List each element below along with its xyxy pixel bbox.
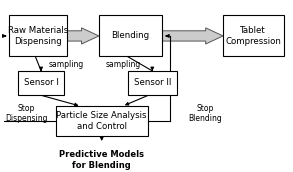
Text: Sensor I: Sensor I [24,78,59,87]
FancyBboxPatch shape [18,71,64,95]
Polygon shape [67,28,99,44]
Text: Stop
Dispensing: Stop Dispensing [5,104,47,123]
Text: Raw Materials
Dispensing: Raw Materials Dispensing [8,26,68,46]
Text: Particle Size Analysis
and Control: Particle Size Analysis and Control [57,111,147,131]
Text: Blending: Blending [112,31,150,40]
Text: sampling: sampling [48,60,84,69]
Text: Sensor II: Sensor II [134,78,171,87]
Text: sampling: sampling [106,60,141,69]
FancyBboxPatch shape [56,106,148,136]
Text: Tablet
Compression: Tablet Compression [225,26,281,46]
FancyBboxPatch shape [223,15,284,56]
Polygon shape [162,28,223,44]
Text: Predictive Models
for Blending: Predictive Models for Blending [59,150,144,170]
FancyBboxPatch shape [128,71,177,95]
FancyBboxPatch shape [9,15,67,56]
Text: Stop
Blending: Stop Blending [188,104,222,123]
FancyBboxPatch shape [99,15,162,56]
